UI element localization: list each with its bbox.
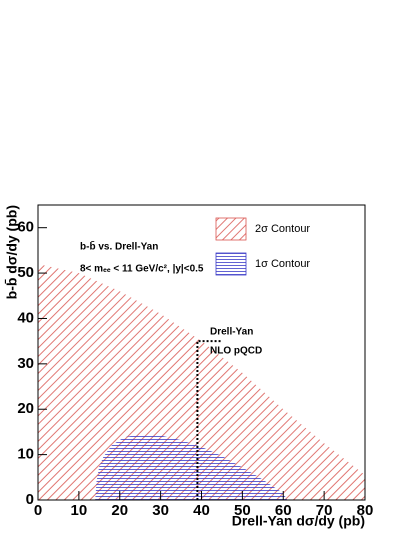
annotation: 8< mₑₑ < 11 GeV/c², |y|<0.5 xyxy=(80,264,204,275)
x-tick-label: 70 xyxy=(316,502,333,519)
x-tick-label: 30 xyxy=(152,502,169,519)
contour-area xyxy=(95,434,288,500)
y-tick-label: 0 xyxy=(26,491,34,508)
legend-label: 2σ Contour xyxy=(255,223,310,235)
y-tick-label: 30 xyxy=(17,355,34,372)
y-tick-label: 50 xyxy=(17,264,34,281)
x-tick-label: 60 xyxy=(275,502,292,519)
y-tick-label: 60 xyxy=(17,219,34,236)
legend-swatch xyxy=(215,252,247,276)
y-tick-label: 20 xyxy=(17,400,34,417)
x-tick-label: 10 xyxy=(71,502,88,519)
reference-label: NLO pQCD xyxy=(210,346,262,357)
legend-label: 1σ Contour xyxy=(255,258,310,270)
annotation: b-b̄ vs. Drell-Yan xyxy=(80,240,158,252)
x-tick-label: 40 xyxy=(193,502,210,519)
y-axis-label: b-b̄ dσ/dy (pb) xyxy=(3,205,20,299)
x-tick-label: 80 xyxy=(357,502,374,519)
plot-area xyxy=(38,264,365,500)
legend-swatch xyxy=(215,217,247,241)
x-tick-label: 20 xyxy=(111,502,128,519)
x-tick-label: 0 xyxy=(34,502,42,519)
y-tick-label: 10 xyxy=(17,446,34,463)
x-tick-label: 50 xyxy=(234,502,251,519)
y-tick-label: 40 xyxy=(17,309,34,326)
reference-line xyxy=(196,340,222,500)
x-axis-label: Drell-Yan dσ/dy (pb) xyxy=(232,513,365,529)
reference-label: Drell-Yan xyxy=(210,327,253,338)
